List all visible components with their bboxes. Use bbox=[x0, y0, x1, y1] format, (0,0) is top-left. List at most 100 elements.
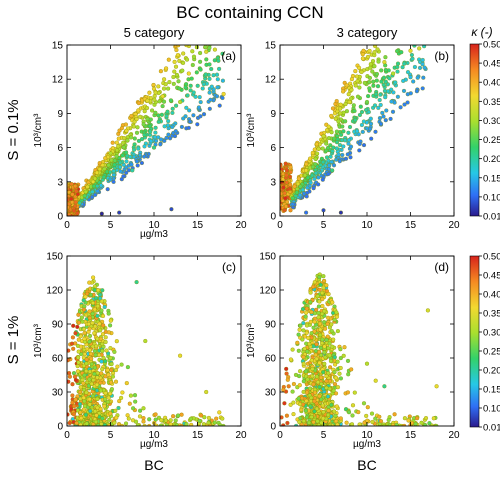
scatter-point bbox=[304, 415, 309, 420]
scatter-point bbox=[130, 168, 135, 173]
scatter-point bbox=[94, 296, 99, 301]
scatter-point bbox=[300, 306, 306, 312]
scatter-point bbox=[94, 382, 99, 387]
scatter-point bbox=[165, 109, 170, 114]
scatter-point bbox=[378, 102, 383, 108]
scatter-point bbox=[280, 163, 283, 168]
scatter-point bbox=[325, 321, 330, 326]
scatter-point bbox=[118, 165, 123, 170]
scatter-point bbox=[78, 422, 83, 426]
scatter-point bbox=[303, 408, 308, 413]
scatter-point bbox=[168, 98, 173, 103]
scatter-point bbox=[94, 170, 99, 175]
scatter-points bbox=[280, 272, 439, 426]
scatter-point bbox=[336, 119, 341, 124]
scatter-point bbox=[114, 415, 119, 420]
scatter-point bbox=[318, 162, 323, 167]
scatter-point bbox=[186, 125, 191, 130]
y-tick-label: 3 bbox=[57, 177, 63, 188]
scatter-point bbox=[147, 124, 152, 129]
scatter-point bbox=[74, 421, 79, 426]
scatter-point bbox=[389, 99, 394, 104]
colorbar-tick-label: 0.35 bbox=[483, 309, 500, 320]
scatter-point bbox=[338, 210, 343, 215]
scatter-point bbox=[220, 78, 225, 83]
scatter-point bbox=[343, 156, 349, 161]
y-tick-label: 6 bbox=[270, 143, 276, 154]
scatter-point bbox=[338, 416, 343, 421]
figure-title: BC containing CCN bbox=[176, 3, 323, 22]
scatter-point bbox=[166, 119, 171, 124]
x-axis-label: µg/m3 bbox=[353, 439, 381, 450]
scatter-point bbox=[125, 365, 130, 370]
scatter-point bbox=[297, 420, 302, 425]
scatter-point bbox=[300, 396, 305, 401]
scatter-point bbox=[76, 349, 81, 354]
scatter-point bbox=[301, 389, 306, 394]
scatter-point bbox=[70, 382, 75, 387]
scatter-point bbox=[209, 66, 214, 72]
scatter-point bbox=[82, 399, 87, 404]
x-tick-label: 10 bbox=[361, 430, 373, 441]
scatter-point bbox=[401, 78, 406, 83]
scatter-point bbox=[345, 152, 350, 157]
scatter-point bbox=[311, 382, 316, 387]
scatter-point bbox=[311, 186, 316, 191]
scatter-point bbox=[106, 311, 111, 316]
x-tick-label: 15 bbox=[405, 430, 417, 441]
scatter-point bbox=[151, 145, 157, 150]
scatter-point bbox=[104, 169, 110, 174]
scatter-point bbox=[212, 58, 217, 63]
scatter-point bbox=[431, 416, 436, 421]
scatter-point bbox=[365, 54, 371, 59]
scatter-point bbox=[324, 374, 329, 379]
colorbar-tick-label: 0.50 bbox=[483, 252, 500, 263]
scatter-point bbox=[421, 75, 426, 80]
scatter-point bbox=[383, 55, 388, 60]
scatter-point bbox=[382, 60, 387, 65]
scatter-point bbox=[197, 95, 202, 100]
scatter-point bbox=[124, 165, 129, 170]
scatter-point bbox=[318, 353, 324, 358]
scatter-point bbox=[95, 375, 100, 380]
scatter-point bbox=[94, 344, 99, 349]
colorbar-tick-label: 0.40 bbox=[483, 290, 500, 301]
scatter-point bbox=[405, 70, 411, 75]
scatter-point bbox=[312, 176, 317, 181]
x-tick-label: 20 bbox=[448, 430, 460, 441]
scatter-point bbox=[374, 78, 379, 83]
scatter-point bbox=[311, 420, 316, 425]
scatter-point bbox=[367, 75, 372, 80]
scatter-point bbox=[290, 202, 295, 207]
colorbar-tick-label: 0.25 bbox=[483, 347, 500, 358]
scatter-point bbox=[309, 358, 314, 363]
scatter-point bbox=[108, 346, 113, 351]
scatter-point bbox=[106, 372, 111, 377]
scatter-point bbox=[329, 402, 334, 407]
scatter-point bbox=[301, 321, 306, 326]
scatter-point bbox=[420, 57, 425, 63]
scatter-point bbox=[319, 381, 324, 386]
scatter-point bbox=[364, 361, 370, 366]
scatter-point bbox=[91, 377, 96, 383]
scatter-point bbox=[334, 314, 339, 319]
scatter-point bbox=[159, 137, 164, 142]
scatter-point bbox=[131, 124, 136, 129]
scatter-point bbox=[372, 50, 377, 55]
scatter-point bbox=[87, 326, 92, 331]
scatter-point bbox=[136, 138, 141, 143]
scatter-point bbox=[320, 303, 325, 309]
scatter-point bbox=[76, 355, 81, 360]
scatter-point bbox=[110, 146, 115, 151]
scatter-point bbox=[93, 192, 98, 197]
scatter-point bbox=[117, 399, 122, 404]
scatter-point bbox=[78, 385, 83, 390]
scatter-point bbox=[172, 59, 177, 64]
scatter-point bbox=[375, 47, 380, 52]
scatter-point bbox=[286, 384, 291, 389]
scatter-point bbox=[288, 182, 293, 187]
scatter-point bbox=[333, 413, 338, 418]
scatter-point bbox=[334, 140, 340, 145]
scatter-point bbox=[317, 394, 322, 399]
scatter-point bbox=[87, 369, 92, 374]
